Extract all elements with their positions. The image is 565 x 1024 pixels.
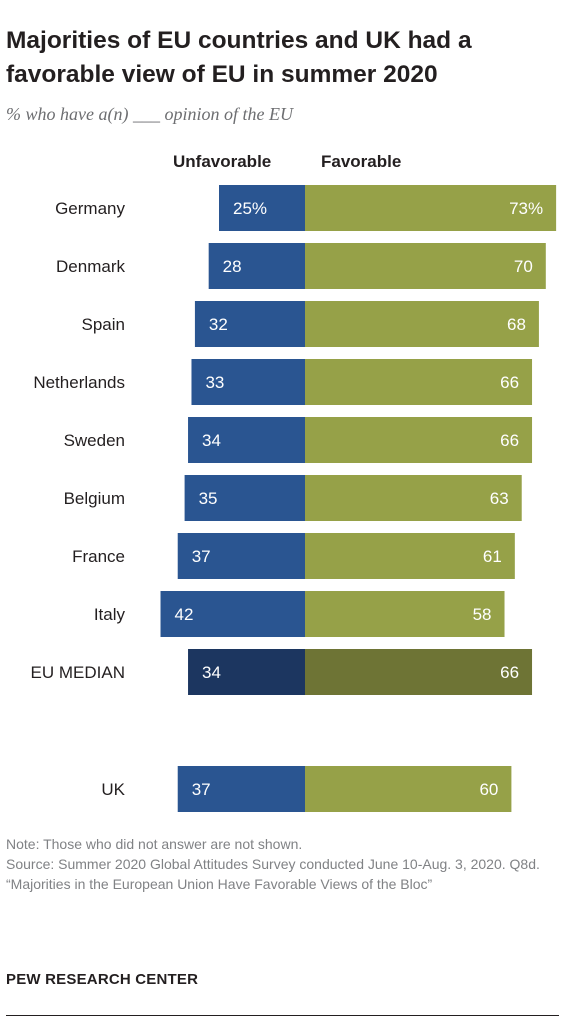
value-label-favorable-france: 61 [483,547,502,566]
bar-unfavorable-denmark [208,243,305,289]
category-label-italy: Italy [94,605,126,624]
category-label-sweden: Sweden [64,431,125,450]
bar-unfavorable-belgium [184,475,305,521]
notes-block: Note: Those who did not answer are not s… [6,834,561,894]
category-label-denmark: Denmark [56,257,125,276]
pew-brand: PEW RESEARCH CENTER [6,971,199,988]
bar-unfavorable-spain [194,301,305,347]
bar-unfavorable-eu-median [188,649,305,695]
diverging-bar-chart: Germany 25% 73% Denmark 28 70 Spain 32 68 Netherl… [31,185,557,812]
bar-unfavorable-germany [219,185,305,231]
report-title-text: “Majorities in the European Union Have F… [6,876,433,892]
value-label-favorable-sweden: 66 [500,431,519,450]
value-label-unfavorable-eu-median: 34 [202,663,221,682]
value-label-favorable-belgium: 63 [490,489,509,508]
bar-favorable-italy [305,591,505,637]
page-title: Majorities of EU countries and UK had a … [6,27,472,88]
value-label-unfavorable-sweden: 34 [202,431,221,450]
category-label-spain: Spain [82,315,125,334]
bar-unfavorable-sweden [188,417,305,463]
value-label-favorable-uk: 60 [479,780,498,799]
value-label-unfavorable-denmark: 28 [223,257,242,276]
bar-favorable-belgium [305,475,522,521]
bar-favorable-spain [305,301,539,347]
category-label-uk: UK [101,780,125,799]
value-label-favorable-spain: 68 [507,315,526,334]
bar-unfavorable-italy [160,591,305,637]
bar-unfavorable-netherlands [191,359,305,405]
source-text: Source: Summer 2020 Global Attitudes Sur… [6,856,540,872]
value-label-unfavorable-spain: 32 [209,315,228,334]
bar-favorable-denmark [305,243,546,289]
bar-favorable-france [305,533,515,579]
value-label-unfavorable-germany: 25% [233,199,267,218]
bar-favorable-uk [305,766,512,812]
value-label-unfavorable-belgium: 35 [199,489,218,508]
value-label-unfavorable-netherlands: 33 [205,373,224,392]
category-label-eu-median: EU MEDIAN [31,663,125,682]
value-label-unfavorable-france: 37 [192,547,211,566]
bar-unfavorable-uk [177,766,305,812]
value-label-unfavorable-italy: 42 [175,605,194,624]
value-label-favorable-netherlands: 66 [500,373,519,392]
value-label-favorable-denmark: 70 [514,257,533,276]
legend-unfavorable: Unfavorable [173,152,272,171]
category-label-belgium: Belgium [64,489,125,508]
value-label-favorable-eu-median: 66 [500,663,519,682]
legend-favorable: Favorable [321,152,402,171]
value-label-favorable-germany: 73% [509,199,543,218]
bar-unfavorable-france [177,533,305,579]
bar-favorable-eu-median [305,649,533,695]
category-label-france: France [72,547,125,566]
note-text: Note: Those who did not answer are not s… [6,836,303,852]
bottom-rule [6,1015,559,1016]
category-label-germany: Germany [55,199,125,218]
subtitle: % who have a(n) ___ opinion of the EU [6,104,293,124]
bar-favorable-germany [305,185,557,231]
value-label-favorable-italy: 58 [473,605,492,624]
value-label-unfavorable-uk: 37 [192,780,211,799]
category-label-netherlands: Netherlands [33,373,125,392]
bar-favorable-sweden [305,417,533,463]
bar-favorable-netherlands [305,359,533,405]
